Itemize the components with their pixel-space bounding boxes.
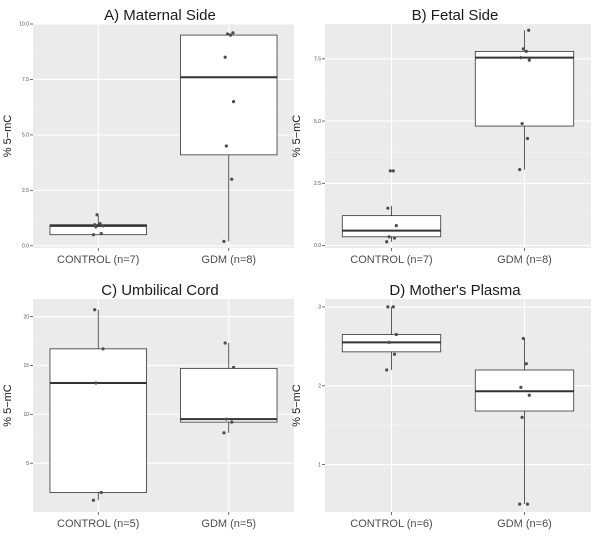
data-point <box>386 305 390 309</box>
data-point <box>101 224 105 228</box>
data-point <box>518 502 522 506</box>
chart-panel-2: 5 10 15 20 CONTROL (n=5) GDM (n=5) C) Umbilica… <box>2 282 294 530</box>
y-tick-label: 0.0 <box>314 243 321 249</box>
data-point <box>518 168 522 172</box>
data-point <box>91 498 96 502</box>
data-point <box>524 49 528 53</box>
chart-title: D) Mother's Plasma <box>389 282 521 299</box>
x-tick-label: GDM (n=8) <box>497 254 552 266</box>
chart-panel-3: 1 2 3 CONTROL (n=6) GDM (n=6) D) Mother's Pla… <box>291 282 591 530</box>
x-tick-label: CONTROL (n=7) <box>57 254 139 266</box>
data-point <box>222 239 226 243</box>
y-tick-label: 7.5 <box>22 77 29 83</box>
data-point <box>385 240 389 244</box>
data-point <box>521 336 525 341</box>
y-tick-label: 2 <box>318 383 321 389</box>
y-tick-label: 10 <box>23 412 29 418</box>
data-point <box>520 415 524 419</box>
data-point <box>385 368 389 372</box>
chart-title: A) Maternal Side <box>104 7 216 24</box>
y-tick-label: 5.0 <box>22 133 29 139</box>
x-tick-label: CONTROL (n=7) <box>350 254 432 266</box>
y-tick-label: 2.5 <box>314 181 321 187</box>
y-tick-label: 1 <box>318 462 321 468</box>
box <box>341 215 442 238</box>
data-point <box>222 431 226 435</box>
x-tick-label: GDM (n=8) <box>201 254 256 266</box>
data-point <box>519 385 523 389</box>
y-axis-label: % 5−mC <box>291 384 303 427</box>
box <box>180 34 278 156</box>
chart-panel-0: 0.0 2.5 5.0 7.5 10.0 CONTROL (n=7) GDM (n=8) A)… <box>2 7 294 266</box>
data-point <box>93 223 97 227</box>
y-tick-label: 0.0 <box>22 243 29 249</box>
data-point <box>394 224 398 228</box>
data-point <box>524 362 528 366</box>
box <box>49 348 147 493</box>
data-point <box>520 121 524 126</box>
x-tick-label: GDM (n=6) <box>497 518 552 530</box>
box <box>180 367 278 423</box>
data-point <box>527 28 531 32</box>
data-point <box>230 420 234 424</box>
data-point <box>223 55 227 59</box>
data-point <box>392 352 397 356</box>
data-point <box>527 393 531 397</box>
data-point <box>387 235 391 239</box>
data-point <box>391 305 395 309</box>
data-point <box>392 236 397 240</box>
data-point <box>224 144 228 148</box>
data-point <box>527 58 531 62</box>
x-tick-label: GDM (n=5) <box>201 518 256 530</box>
data-point <box>95 213 99 217</box>
data-point <box>91 233 96 237</box>
x-tick-label: CONTROL (n=6) <box>350 518 432 530</box>
data-point <box>231 100 236 104</box>
data-point <box>525 502 530 506</box>
data-point <box>521 47 525 51</box>
data-point <box>98 222 102 226</box>
data-point <box>231 365 236 369</box>
y-tick-label: 2.5 <box>22 188 29 194</box>
data-point <box>93 308 97 312</box>
data-point <box>387 340 391 344</box>
y-tick-label: 20 <box>23 314 29 320</box>
data-point <box>228 33 233 37</box>
data-point <box>225 32 230 36</box>
y-axis-label: % 5−mC <box>291 115 303 158</box>
chart-panel-1: 0.0 2.5 5.0 7.5 CONTROL (n=7) GDM (n=8) B) Fet… <box>291 7 591 266</box>
x-tick-label: CONTROL (n=5) <box>57 518 139 530</box>
y-tick-label: 5 <box>26 461 29 467</box>
box <box>474 50 575 127</box>
y-axis-label: % 5−mC <box>2 115 14 158</box>
data-point <box>388 169 392 173</box>
data-point <box>231 31 235 35</box>
data-point <box>391 169 395 173</box>
data-point <box>99 490 103 495</box>
data-point <box>94 381 98 385</box>
data-point <box>386 206 390 210</box>
y-tick-label: 10.0 <box>19 22 29 28</box>
y-axis-label: % 5−mC <box>2 384 14 427</box>
data-point <box>519 56 523 60</box>
chart-title: C) Umbilical Cord <box>101 282 219 299</box>
data-point <box>224 417 228 421</box>
y-tick-label: 5.0 <box>314 119 321 125</box>
data-point <box>99 231 103 236</box>
y-tick-label: 15 <box>23 363 29 369</box>
y-tick-label: 3 <box>318 305 321 311</box>
data-point <box>101 347 105 351</box>
data-point <box>525 136 530 141</box>
y-tick-label: 7.5 <box>314 57 321 63</box>
data-point <box>223 341 227 345</box>
box <box>49 224 147 236</box>
data-point <box>394 332 398 337</box>
chart-title: B) Fetal Side <box>412 7 499 24</box>
data-point <box>230 177 234 181</box>
